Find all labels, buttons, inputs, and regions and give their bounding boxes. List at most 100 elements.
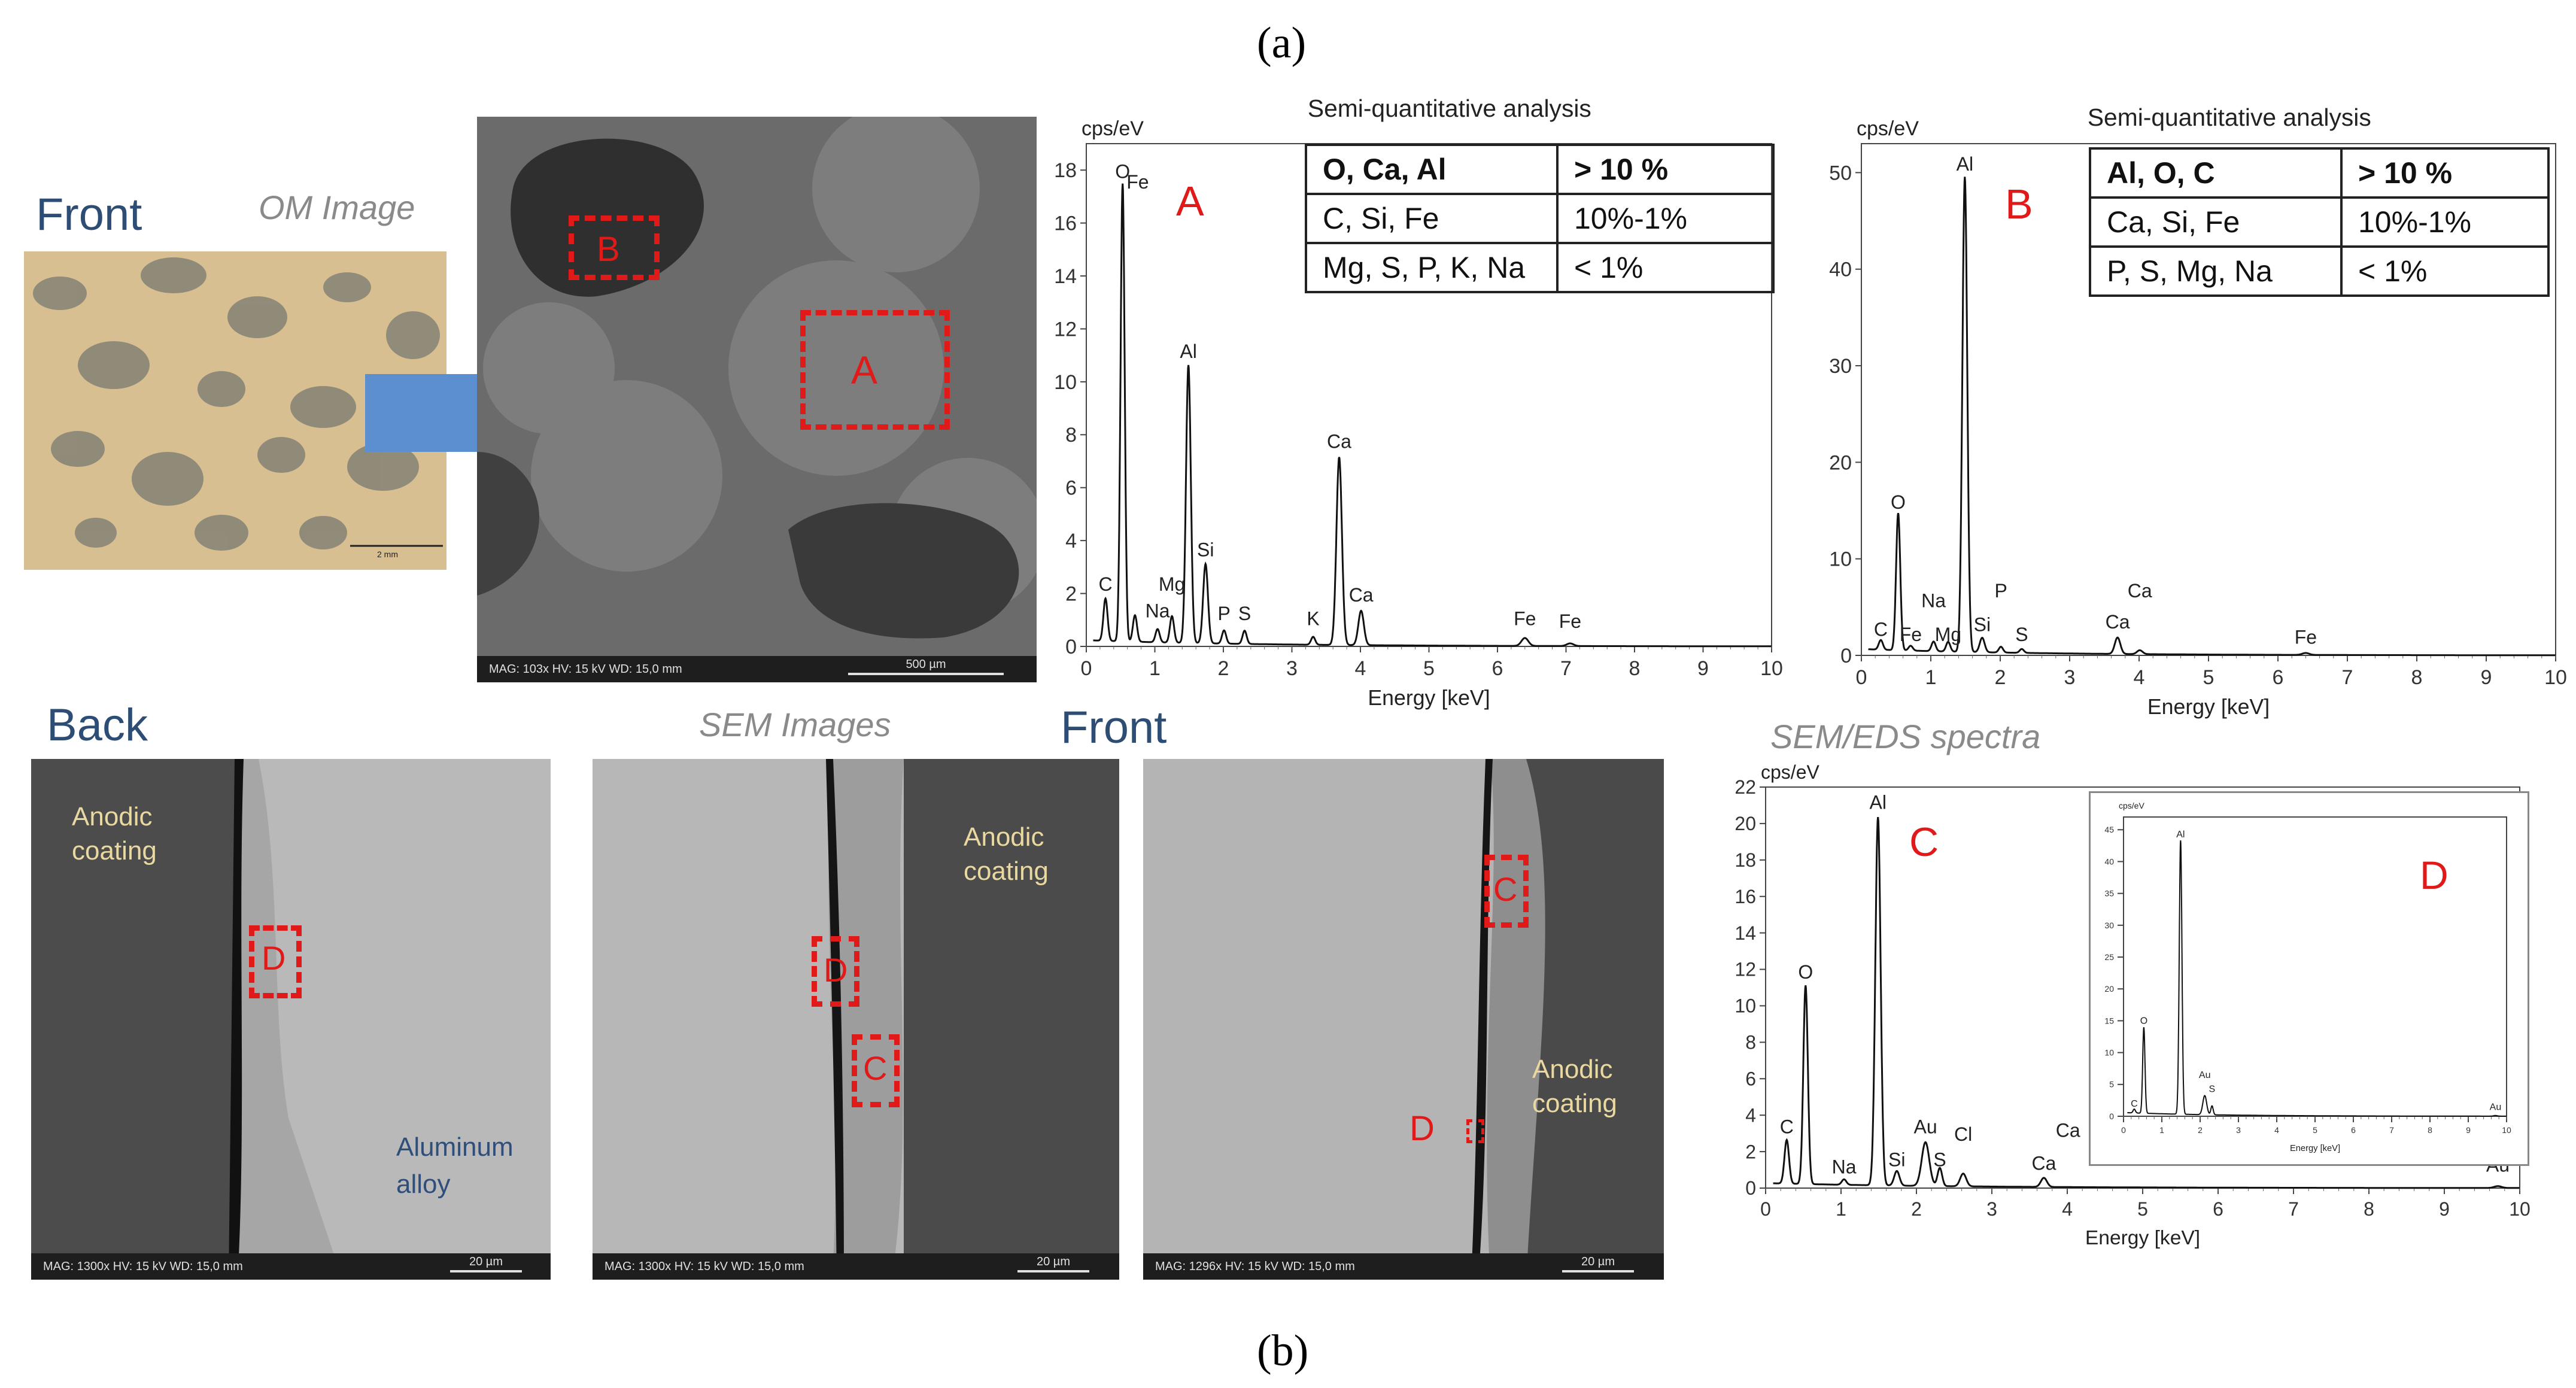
back-title: Back (47, 700, 148, 751)
y-tick-label: 10 (1734, 995, 1756, 1017)
x-tick-label: 0 (1081, 657, 1092, 680)
x-tick-label: 8 (2428, 1125, 2432, 1135)
y-tick-label: 25 (2104, 952, 2114, 962)
y-tick-label: 18 (1054, 159, 1077, 182)
peak-label: Au (2199, 1070, 2211, 1080)
x-tick-label: 5 (1423, 657, 1435, 680)
front-title-bottom: Front (1061, 702, 1167, 753)
x-tick-label: 9 (2481, 666, 2492, 689)
sem-front-info: MAG: 1296x HV: 15 kV WD: 15,0 mm (1143, 1253, 1664, 1280)
peak-label: Fe (2295, 627, 2317, 648)
peak-label: Si (1888, 1149, 1905, 1170)
spectrum-b: 0 1 2 3 4 5 6 7 8 9 10 0 10 20 30 40 50 Al O C Fe Na Mg SiP S Ca C… (1829, 104, 2567, 719)
y-tick-label: 2 (1745, 1141, 1756, 1162)
region-d-box-2 (812, 936, 859, 1007)
peak-label: Ca (2128, 580, 2152, 602)
peak-label: O (2140, 1016, 2147, 1026)
x-tick-label: 3 (1986, 1198, 1997, 1220)
table-cell: < 1% (1556, 242, 1775, 293)
peak-label: Si (1974, 614, 1991, 636)
spectrum-line (1773, 817, 2520, 1189)
x-tick-label: 5 (2313, 1125, 2317, 1135)
anodic-coating-label: Anodic coating (1532, 1055, 1617, 1119)
y-tick-label: 14 (1734, 922, 1756, 944)
x-axis-label: Energy [keV] (1368, 686, 1490, 710)
table-row: Al, O, C > 10 % (2089, 147, 2550, 199)
peak-label: O (1115, 160, 1130, 182)
y-tick-label: 0 (1840, 645, 1852, 667)
sem-middle-scale: 20 µm (1017, 1255, 1089, 1272)
region-label: A (1176, 178, 1204, 224)
x-tick-label: 2 (1218, 657, 1229, 680)
table-cell: > 10 % (2340, 147, 2550, 199)
x-tick-label: 7 (2389, 1125, 2394, 1135)
y-axis-label: cps/eV (1857, 117, 1919, 140)
y-tick-label: 6 (1065, 477, 1077, 500)
sem-top-scale: 500 µm (848, 658, 1004, 675)
panel-label-b: (b) (1257, 1326, 1309, 1375)
peak-label: Ca (2106, 611, 2130, 633)
peak-label: S (2015, 624, 2028, 645)
y-tick-label: 4 (1065, 530, 1077, 552)
y-tick-label: 0 (2109, 1111, 2114, 1121)
peak-label: Na (1921, 590, 1946, 611)
sem-back-texture (31, 759, 551, 1280)
y-tick-label: 20 (1734, 813, 1756, 834)
sem-caption: SEM Images (699, 706, 891, 743)
inset-spectrum-d: 0 1 2 3 4 5 6 7 8 9 10 0 5 10 15 20 25 30 35 40 45 Al O C Au S Au c… (2089, 791, 2529, 1166)
peak-label: Ca (1327, 430, 1351, 452)
eds-caption: SEM/EDS spectra (1770, 718, 2041, 755)
table-row: Mg, S, P, K, Na < 1% (1305, 242, 1775, 293)
table-a: O, Ca, Al > 10 % C, Si, Fe 10%-1% Mg, S,… (1305, 144, 1775, 293)
x-tick-label: 6 (1492, 657, 1503, 680)
table-row: P, S, Mg, Na < 1% (2089, 245, 2550, 297)
x-tick-label: 10 (2509, 1198, 2531, 1220)
x-tick-label: 7 (1560, 657, 1572, 680)
y-tick-label: 14 (1054, 265, 1077, 288)
x-tick-label: 6 (2213, 1198, 2223, 1220)
spectrum-line (1093, 183, 1772, 648)
x-tick-label: 9 (2439, 1198, 2450, 1220)
om-caption: OM Image (259, 189, 415, 226)
x-tick-label: 10 (2544, 666, 2567, 689)
sem-image-back: Anodic coating Aluminum alloy D MAG: 130… (31, 759, 551, 1280)
peak-label: Mg (1935, 624, 1961, 645)
peak-label: Na (1832, 1156, 1857, 1178)
table-row: C, Si, Fe 10%-1% (1305, 193, 1775, 244)
table-cell: Mg, S, P, K, Na (1305, 242, 1559, 293)
x-tick-label: 8 (2364, 1198, 2374, 1220)
y-tick-label: 30 (1829, 355, 1852, 378)
x-axis-label: Energy [keV] (2147, 695, 2270, 719)
y-tick-label: 5 (2109, 1080, 2114, 1089)
x-tick-label: 7 (2288, 1198, 2299, 1220)
x-tick-label: 4 (2062, 1198, 2073, 1220)
x-tick-label: 2 (1995, 666, 2006, 689)
y-tick-label: 18 (1734, 849, 1756, 871)
peak-label: C (1099, 573, 1113, 595)
peak-label: Mg (1159, 573, 1185, 595)
panel-label-a: (a) (1257, 19, 1307, 68)
y-tick-label: 40 (2104, 857, 2114, 866)
region-d-label-3: D (1409, 1109, 1435, 1148)
peak-label: Ca (2031, 1153, 2056, 1174)
peak-label: C (1780, 1116, 1794, 1138)
table-cell: < 1% (2340, 245, 2550, 297)
x-tick-label: 6 (2351, 1125, 2356, 1135)
front-title-top: Front (36, 189, 142, 240)
y-axis-label: cps/eV (2119, 801, 2144, 810)
table-cell: 10%-1% (1556, 193, 1775, 244)
peak-label: Ca (2056, 1120, 2080, 1141)
table-b: Al, O, C > 10 % Ca, Si, Fe 10%-1% P, S, … (2089, 147, 2550, 297)
x-tick-label: 1 (1149, 657, 1161, 680)
y-tick-label: 10 (1829, 548, 1852, 571)
peak-label: C (1874, 619, 1888, 640)
x-tick-label: 9 (2466, 1125, 2471, 1135)
x-tick-label: 5 (2203, 666, 2214, 689)
sem-front-scale: 20 µm (1562, 1255, 1634, 1272)
region-b-box (569, 215, 660, 280)
y-tick-label: 16 (1054, 212, 1077, 235)
region-a-box (800, 310, 950, 430)
